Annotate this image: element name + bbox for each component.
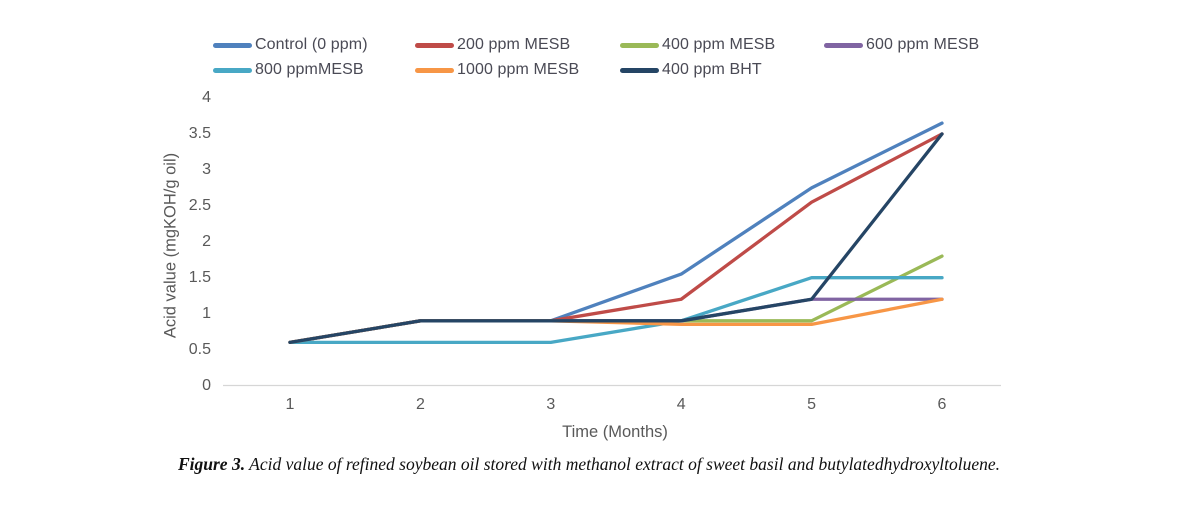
legend-label: 200 ppm MESB <box>457 36 571 53</box>
y-tick-label: 4 <box>202 89 211 106</box>
legend-swatch-200ppm-icon <box>415 42 454 48</box>
legend-swatch-600ppm-icon <box>824 42 863 48</box>
figure-caption-number: Figure 3. <box>177 454 246 474</box>
y-tick-label: 1 <box>202 304 211 322</box>
legend-label: 600 ppm MESB <box>866 36 980 53</box>
legend-swatch-400ppm-icon <box>620 42 659 48</box>
series-line-1 <box>288 132 944 345</box>
y-axis-title: Acid value (mgKOH/g oil) <box>161 152 180 339</box>
figure-caption-text: Acid value of refined soybean oil stored… <box>245 454 1001 474</box>
legend-item-400bht: 400 ppm BHT <box>620 60 762 80</box>
legend-swatch-400bht-icon <box>620 67 659 73</box>
x-tick-label: 1 <box>285 396 295 413</box>
legend-item-control: Control (0 ppm) <box>213 35 368 55</box>
y-tick-label: 3 <box>202 160 211 178</box>
y-tick-label: 2 <box>202 232 211 250</box>
legend-item-600ppm: 600 ppm MESB <box>824 35 979 55</box>
y-tick-label: 3.5 <box>188 124 211 142</box>
y-tick-label: 0 <box>202 376 211 394</box>
x-tick-label: 4 <box>676 396 686 413</box>
legend-item-800ppm: 800 ppmMESB <box>213 60 364 80</box>
x-tick-label: 6 <box>937 396 947 413</box>
legend-swatch-control-icon <box>213 42 252 48</box>
legend-label: 1000 ppm MESB <box>457 61 580 78</box>
x-tick-label: 3 <box>546 396 556 413</box>
legend-swatch-1000ppm-icon <box>415 67 454 73</box>
series-line-4 <box>288 276 944 345</box>
y-tick-label: 2.5 <box>188 196 211 214</box>
legend-item-1000ppm: 1000 ppm MESB <box>415 60 579 80</box>
legend-swatch-800ppm-icon <box>213 67 252 73</box>
series-line-6 <box>288 132 944 345</box>
x-tick-label: 2 <box>415 396 425 413</box>
legend-item-400ppm: 400 ppm MESB <box>620 35 775 55</box>
y-tick-label: 1.5 <box>188 268 211 286</box>
legend-item-200ppm: 200 ppm MESB <box>415 35 570 55</box>
x-tick-label: 5 <box>807 396 817 413</box>
legend-label: 400 ppm MESB <box>662 36 776 53</box>
x-axis-title: Time (Months) <box>0 423 1178 442</box>
y-tick-label: 0.5 <box>188 340 211 358</box>
figure-caption: Figure 3. Acid value of refined soybean … <box>0 454 1178 475</box>
legend-label: Control (0 ppm) <box>255 36 368 53</box>
legend-label: 800 ppmMESB <box>255 61 364 78</box>
x-axis-title-text: Time (Months) <box>562 423 668 441</box>
legend-label: 400 ppm BHT <box>662 61 762 78</box>
